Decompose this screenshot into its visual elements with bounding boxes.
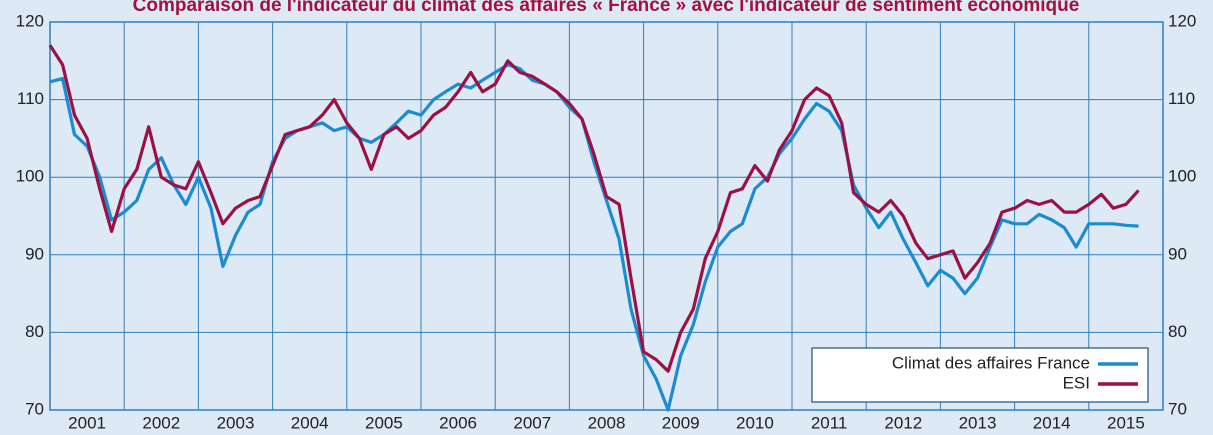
x-tick-label: 2004 (291, 413, 329, 432)
y2-tick-label: 70 (1168, 399, 1187, 418)
x-tick-label: 2014 (1033, 413, 1071, 432)
series-line (48, 44, 1140, 373)
x-tick-label: 2015 (1107, 413, 1145, 432)
x-tick-label: 2009 (662, 413, 700, 432)
y-tick-label: 110 (17, 89, 44, 108)
x-tick-label: 2006 (439, 413, 477, 432)
series-line (49, 63, 1139, 412)
y2-tick-label: 110 (1168, 89, 1195, 108)
y2-tick-label: 100 (1168, 167, 1196, 186)
y-tick-label: 100 (16, 167, 44, 186)
y-tick-label: 90 (25, 244, 44, 263)
x-tick-label: 2008 (588, 413, 626, 432)
legend-label: Climat des affaires France (892, 353, 1090, 372)
y-tick-label: 80 (25, 322, 44, 341)
x-tick-label: 2005 (365, 413, 403, 432)
x-tick-label: 2013 (959, 413, 997, 432)
y-tick-label: 120 (16, 11, 44, 30)
y2-tick-label: 90 (1168, 244, 1187, 263)
x-tick-label: 2011 (811, 413, 848, 432)
x-tick-label: 2007 (513, 413, 551, 432)
x-tick-label: 2012 (884, 413, 922, 432)
legend-label: ESI (1063, 373, 1090, 392)
x-tick-label: 2001 (68, 413, 106, 432)
x-tick-label: 2003 (217, 413, 255, 432)
x-tick-label: 2002 (142, 413, 180, 432)
y2-tick-label: 120 (1168, 11, 1196, 30)
y2-tick-label: 80 (1168, 322, 1187, 341)
legend-box (811, 347, 1149, 403)
chart-title: Comparaison de l'indicateur du climat de… (133, 0, 1080, 16)
x-tick-label: 2010 (736, 413, 774, 432)
y-tick-label: 70 (25, 399, 44, 418)
